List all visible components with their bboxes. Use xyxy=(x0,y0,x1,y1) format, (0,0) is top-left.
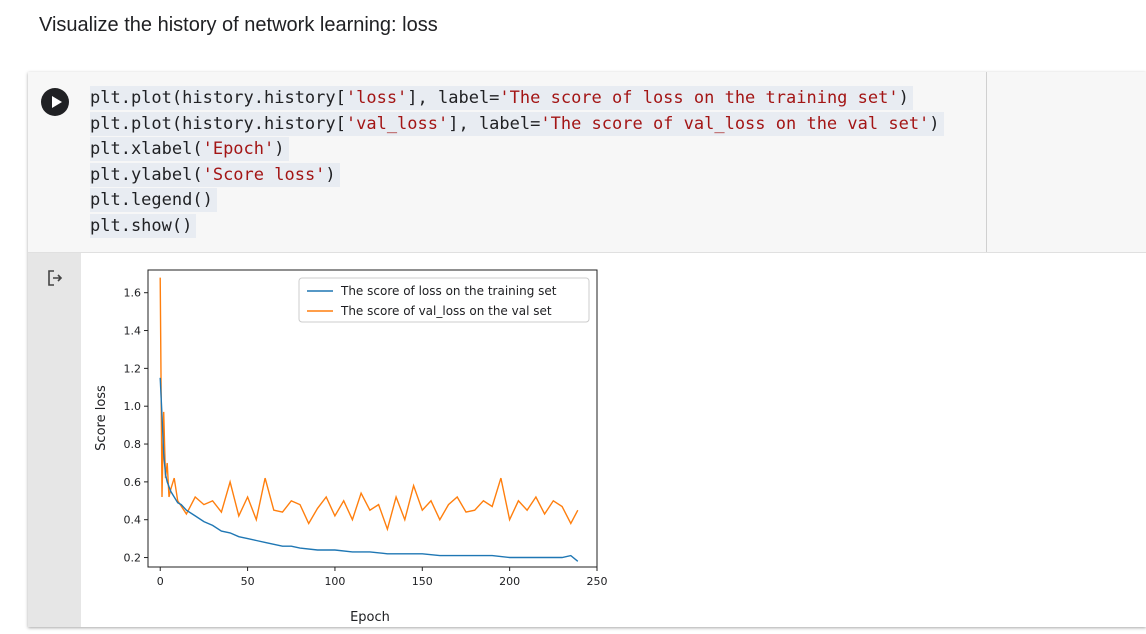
x-tick-label: 50 xyxy=(241,575,255,588)
code-token: plt.plot(history.history[ xyxy=(90,113,346,134)
legend-label: The score of loss on the training set xyxy=(340,284,557,298)
loss-chart: 0 50 100 150 200 250 0.2 0.4 0.6 0.8 1.0 1.2 1.4 1.6… xyxy=(94,269,608,625)
code-line-text: plt.xlabel('Epoch') xyxy=(90,137,289,161)
code-string: 'loss' xyxy=(345,88,408,108)
code-line-text: plt.show() xyxy=(90,213,197,238)
code-string: 'The score of val_loss on the val set' xyxy=(540,113,930,134)
code-line-text: plt.plot(history.history['val_loss'], la… xyxy=(90,111,944,136)
x-tick-label: 200 xyxy=(499,575,520,588)
code-line[interactable]: plt.plot(history.history['loss'], label=… xyxy=(90,86,944,112)
code-token: ) xyxy=(929,113,940,134)
x-tick-label: 150 xyxy=(412,575,433,588)
output-gutter xyxy=(28,253,81,627)
code-token: ) xyxy=(274,139,285,159)
series-layer xyxy=(159,277,579,562)
code-lines[interactable]: plt.plot(history.history['loss'], label=… xyxy=(90,86,944,239)
code-line[interactable]: plt.show() xyxy=(90,213,944,240)
code-line[interactable]: plt.legend() xyxy=(90,188,944,214)
output-area: 0 50 100 150 200 250 0.2 0.4 0.6 0.8 1.0 1.2 1.4 1.6… xyxy=(81,253,1146,627)
y-tick-label: 0.6 xyxy=(124,476,142,489)
code-line[interactable]: plt.xlabel('Epoch') xyxy=(90,137,944,163)
code-line[interactable]: plt.plot(history.history['val_loss'], la… xyxy=(90,111,944,138)
code-line-text: plt.legend() xyxy=(90,188,217,212)
x-tick-label: 0 xyxy=(157,575,164,588)
x-tick-label: 100 xyxy=(324,575,345,588)
y-tick-label: 1.2 xyxy=(124,362,142,375)
code-token: plt.show() xyxy=(90,215,193,236)
x-tick-label: 250 xyxy=(587,575,608,588)
code-string: 'Score loss' xyxy=(202,164,326,185)
x-axis-label: Epoch xyxy=(350,610,390,625)
code-token: plt.xlabel( xyxy=(90,139,203,159)
code-token: ) xyxy=(898,88,909,108)
x-axis-ticks: 0 50 100 150 200 250 xyxy=(157,567,608,588)
legend-label: The score of val_loss on the val set xyxy=(340,304,552,318)
code-token: plt.plot(history.history[ xyxy=(90,88,346,108)
code-string: 'Epoch' xyxy=(202,139,275,159)
code-editor[interactable]: plt.plot(history.history['loss'], label=… xyxy=(28,72,1146,253)
output-arrow-icon[interactable] xyxy=(46,269,64,287)
legend: The score of loss on the training set The… xyxy=(298,277,590,323)
y-axis-ticks: 0.2 0.4 0.6 0.8 1.0 1.2 1.4 1.6 xyxy=(124,287,148,565)
code-token: ) xyxy=(325,164,336,185)
series-line-0 xyxy=(159,377,579,562)
code-cell[interactable]: plt.plot(history.history['loss'], label=… xyxy=(28,72,1146,627)
code-token: plt.ylabel( xyxy=(90,164,203,185)
y-tick-label: 0.4 xyxy=(124,514,142,527)
code-token: plt.legend() xyxy=(90,190,213,210)
y-tick-label: 1.4 xyxy=(124,325,142,338)
y-tick-label: 0.8 xyxy=(124,438,142,451)
y-tick-label: 1.0 xyxy=(124,400,142,413)
code-line-text: plt.ylabel('Score loss') xyxy=(90,162,340,187)
y-tick-label: 0.2 xyxy=(124,552,142,565)
y-tick-label: 1.6 xyxy=(124,287,142,300)
code-string: 'The score of loss on the training set' xyxy=(499,88,899,108)
code-token: ], label= xyxy=(407,88,500,108)
markdown-heading: Visualize the history of network learnin… xyxy=(39,14,438,36)
line-length-ruler xyxy=(986,72,987,252)
legend-box xyxy=(298,277,590,323)
y-axis-label: Score loss xyxy=(94,385,109,451)
code-token: ], label= xyxy=(448,113,541,134)
series-line-1 xyxy=(159,277,579,532)
code-line-text: plt.plot(history.history['loss'], label=… xyxy=(90,86,913,110)
code-string: 'val_loss' xyxy=(345,113,449,134)
code-line[interactable]: plt.ylabel('Score loss') xyxy=(90,162,944,189)
play-icon[interactable] xyxy=(41,88,69,116)
